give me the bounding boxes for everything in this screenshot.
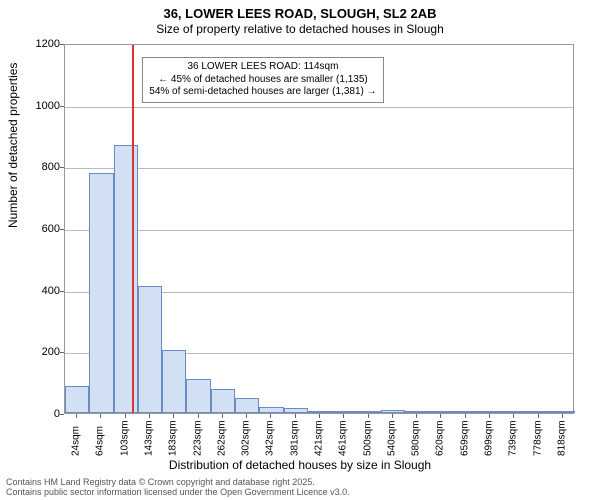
y-tick-mark xyxy=(60,167,64,168)
y-axis-label: Number of detached properties xyxy=(6,63,20,228)
y-tick-mark xyxy=(60,229,64,230)
x-tick-label: 103sqm xyxy=(119,420,130,456)
histogram-bar xyxy=(89,173,113,414)
y-tick-mark xyxy=(60,291,64,292)
x-tick-mark xyxy=(368,414,369,418)
y-tick-label: 800 xyxy=(24,161,60,173)
plot-area: 36 LOWER LEES ROAD: 114sqm← 45% of detac… xyxy=(64,44,574,414)
x-tick-mark xyxy=(198,414,199,418)
histogram-bar xyxy=(429,411,453,413)
x-tick-label: 421sqm xyxy=(314,420,325,456)
histogram-bar xyxy=(65,386,89,413)
x-tick-label: 24sqm xyxy=(71,426,82,456)
y-tick-mark xyxy=(60,352,64,353)
y-tick-mark xyxy=(60,106,64,107)
footer-attribution: Contains HM Land Registry data © Crown c… xyxy=(6,478,350,498)
x-tick-label: 262sqm xyxy=(216,420,227,456)
x-tick-mark xyxy=(173,414,174,418)
x-tick-label: 540sqm xyxy=(386,420,397,456)
chart-title: 36, LOWER LEES ROAD, SLOUGH, SL2 2AB xyxy=(0,0,600,22)
grid-line xyxy=(65,168,573,169)
y-tick-label: 600 xyxy=(24,223,60,235)
x-tick-mark xyxy=(246,414,247,418)
x-tick-mark xyxy=(392,414,393,418)
y-tick-label: 1000 xyxy=(24,100,60,112)
x-tick-label: 580sqm xyxy=(411,420,422,456)
x-tick-label: 342sqm xyxy=(265,420,276,456)
marker-vline xyxy=(132,45,134,413)
y-tick-label: 1200 xyxy=(24,38,60,50)
x-tick-label: 461sqm xyxy=(338,420,349,456)
callout-line: ← 45% of detached houses are smaller (1,… xyxy=(149,74,376,87)
x-tick-mark xyxy=(270,414,271,418)
x-tick-label: 818sqm xyxy=(556,420,567,456)
histogram-bar xyxy=(405,411,429,413)
chart-subtitle: Size of property relative to detached ho… xyxy=(0,22,600,40)
x-tick-mark xyxy=(562,414,563,418)
histogram-bar xyxy=(526,411,550,413)
histogram-bar xyxy=(454,411,478,413)
x-tick-mark xyxy=(440,414,441,418)
callout-box: 36 LOWER LEES ROAD: 114sqm← 45% of detac… xyxy=(142,57,383,103)
x-tick-mark xyxy=(319,414,320,418)
histogram-bar xyxy=(381,410,405,413)
x-tick-mark xyxy=(465,414,466,418)
x-tick-label: 659sqm xyxy=(459,420,470,456)
x-tick-mark xyxy=(149,414,150,418)
x-tick-mark xyxy=(76,414,77,418)
x-tick-label: 64sqm xyxy=(95,426,106,456)
x-tick-label: 699sqm xyxy=(484,420,495,456)
x-tick-label: 183sqm xyxy=(168,420,179,456)
histogram-bar xyxy=(186,379,210,413)
y-tick-label: 200 xyxy=(24,346,60,358)
x-tick-mark xyxy=(513,414,514,418)
callout-line: 36 LOWER LEES ROAD: 114sqm xyxy=(149,61,376,74)
x-tick-label: 739sqm xyxy=(508,420,519,456)
x-tick-label: 620sqm xyxy=(435,420,446,456)
x-tick-label: 143sqm xyxy=(144,420,155,456)
histogram-bar xyxy=(502,411,526,413)
x-tick-label: 500sqm xyxy=(362,420,373,456)
chart-container: 36, LOWER LEES ROAD, SLOUGH, SL2 2AB Siz… xyxy=(0,0,600,500)
x-tick-mark xyxy=(538,414,539,418)
histogram-bar xyxy=(259,407,283,413)
histogram-bar xyxy=(162,350,186,413)
y-tick-label: 0 xyxy=(24,408,60,420)
callout-line: 54% of semi-detached houses are larger (… xyxy=(149,86,376,99)
histogram-bar xyxy=(211,389,235,413)
histogram-bar xyxy=(308,411,332,413)
x-axis-label: Distribution of detached houses by size … xyxy=(0,458,600,472)
x-tick-mark xyxy=(222,414,223,418)
histogram-bar xyxy=(284,408,308,413)
x-tick-label: 381sqm xyxy=(289,420,300,456)
histogram-bar xyxy=(332,411,356,413)
x-tick-mark xyxy=(295,414,296,418)
x-tick-mark xyxy=(489,414,490,418)
histogram-bar xyxy=(138,286,162,413)
y-tick-mark xyxy=(60,44,64,45)
grid-line xyxy=(65,107,573,108)
x-tick-mark xyxy=(100,414,101,418)
x-tick-mark xyxy=(125,414,126,418)
histogram-bar xyxy=(235,398,259,413)
histogram-bar xyxy=(356,411,380,413)
histogram-bar xyxy=(551,411,575,413)
footer-line-2: Contains public sector information licen… xyxy=(6,488,350,498)
x-tick-label: 778sqm xyxy=(532,420,543,456)
histogram-bar xyxy=(478,411,502,413)
y-tick-mark xyxy=(60,414,64,415)
x-tick-mark xyxy=(343,414,344,418)
grid-line xyxy=(65,230,573,231)
x-tick-mark xyxy=(416,414,417,418)
x-tick-label: 302sqm xyxy=(241,420,252,456)
y-tick-label: 400 xyxy=(24,285,60,297)
x-tick-label: 223sqm xyxy=(192,420,203,456)
